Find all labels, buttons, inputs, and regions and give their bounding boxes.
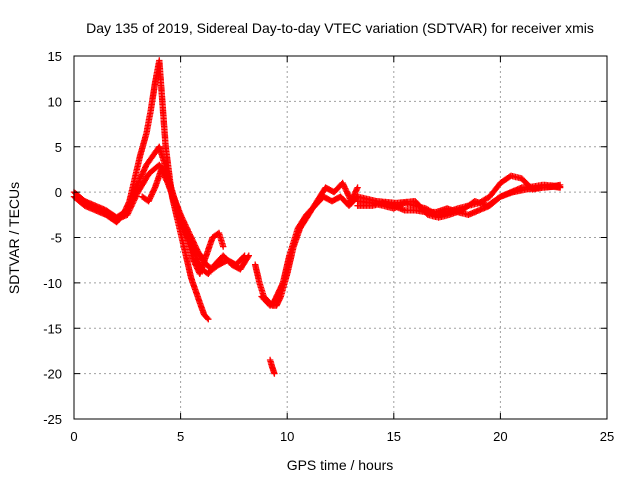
x-tick-label: 15 bbox=[387, 429, 401, 444]
series-track-i bbox=[354, 181, 564, 221]
grid bbox=[74, 56, 607, 419]
data-point bbox=[128, 203, 135, 210]
y-tick-label: -5 bbox=[50, 231, 62, 246]
data-point bbox=[205, 316, 212, 323]
data-point bbox=[190, 258, 198, 265]
y-tick-label: -20 bbox=[43, 367, 62, 382]
data-point bbox=[129, 200, 136, 207]
series-track-d bbox=[139, 166, 227, 277]
data-point bbox=[344, 189, 351, 196]
data-point bbox=[240, 253, 247, 260]
data-point bbox=[125, 208, 132, 216]
y-tick-label: 0 bbox=[55, 185, 62, 200]
axis-ticks: 0 5 10 15 20 25 15 10 5 0 -5 -10 -15 -20 -25 bbox=[43, 49, 614, 444]
data-point bbox=[204, 314, 211, 322]
data-point bbox=[131, 196, 138, 203]
data-point bbox=[193, 245, 200, 252]
series-track-j bbox=[266, 356, 278, 377]
x-tick-label: 0 bbox=[70, 429, 77, 444]
data-point bbox=[137, 174, 144, 181]
chart-title: Day 135 of 2019, Sidereal Day-to-day VTE… bbox=[86, 20, 594, 36]
data-point bbox=[190, 239, 197, 246]
data-point bbox=[339, 179, 346, 187]
data-point bbox=[220, 243, 227, 250]
data-point bbox=[342, 186, 350, 194]
y-tick-label: 5 bbox=[55, 140, 62, 155]
data-points bbox=[70, 57, 564, 377]
data-point bbox=[271, 370, 278, 377]
data-point bbox=[354, 184, 361, 191]
data-point bbox=[127, 204, 134, 211]
data-point bbox=[340, 182, 348, 189]
series-track-f bbox=[258, 193, 361, 309]
data-point bbox=[241, 252, 248, 259]
x-tick-label: 10 bbox=[280, 429, 294, 444]
y-axis-label: SDTVAR / TECUs bbox=[6, 182, 22, 294]
y-tick-label: 15 bbox=[48, 49, 62, 64]
x-axis-label: GPS time / hours bbox=[287, 457, 394, 473]
data-point bbox=[353, 185, 361, 193]
y-tick-label: -10 bbox=[43, 276, 62, 291]
y-tick-label: 10 bbox=[48, 94, 62, 109]
data-point bbox=[556, 181, 564, 189]
x-tick-label: 20 bbox=[493, 429, 507, 444]
y-tick-label: -25 bbox=[43, 412, 62, 427]
x-tick-label: 5 bbox=[177, 429, 184, 444]
x-tick-label: 25 bbox=[600, 429, 614, 444]
data-point bbox=[352, 188, 359, 195]
data-point bbox=[191, 242, 199, 249]
data-point bbox=[132, 194, 139, 201]
data-point bbox=[341, 184, 348, 191]
data-point bbox=[158, 166, 165, 173]
data-point bbox=[124, 211, 131, 218]
y-tick-label: -15 bbox=[43, 321, 62, 336]
